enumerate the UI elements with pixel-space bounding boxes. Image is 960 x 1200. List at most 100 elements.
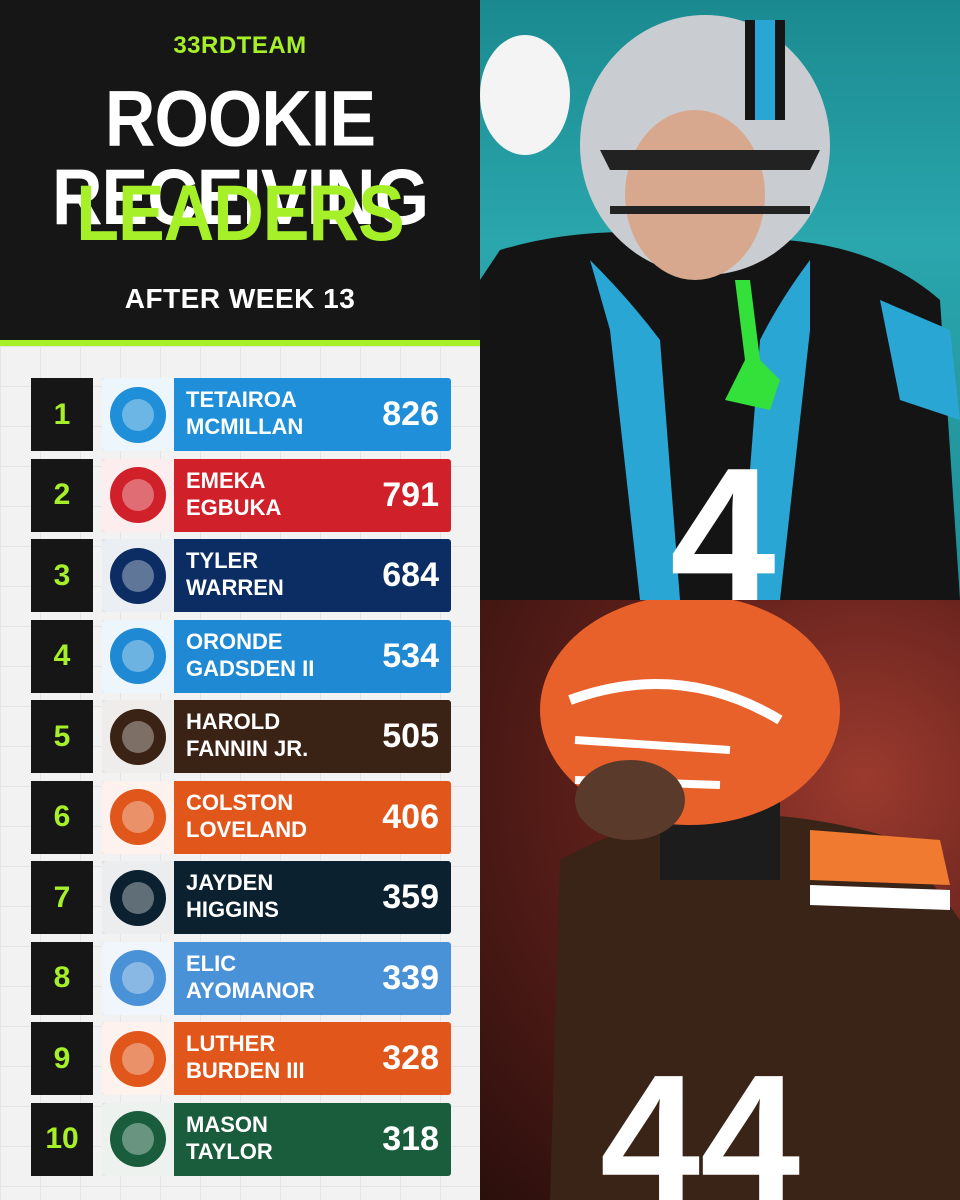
player-card: ORONDE GADSDEN II 534 <box>102 619 451 693</box>
receiving-yards: 359 <box>382 878 439 916</box>
player-card: LUTHER BURDEN III 328 <box>102 1022 451 1095</box>
player-first-name: MASON <box>186 1111 268 1137</box>
receiving-yards: 318 <box>382 1119 439 1158</box>
player-last-name: HIGGINS <box>186 897 279 922</box>
receiving-yards: 826 <box>382 395 439 433</box>
colts-logo-icon <box>102 539 174 612</box>
player-first-name: EMEKA <box>186 467 266 493</box>
player-last-name: AYOMANOR <box>186 977 315 1003</box>
player-last-name: BURDEN III <box>186 1058 305 1083</box>
player-card: ELIC AYOMANOR 339 <box>102 941 451 1015</box>
browns-logo-icon <box>102 700 174 773</box>
panthers-logo-icon <box>102 378 174 451</box>
player-last-name: MCMILLAN <box>186 414 304 439</box>
leader-row: 4 ORONDE GADSDEN II 534 <box>31 619 451 693</box>
bears-logo-icon <box>102 1022 174 1095</box>
accent-divider <box>0 340 480 347</box>
player-first-name: ELIC <box>186 950 237 976</box>
player-name: TETAIROA MCMILLAN <box>186 386 303 440</box>
player-name: MASON TAYLOR <box>186 1111 273 1165</box>
leader-row: 5 HAROLD FANNIN JR. 505 <box>31 700 451 773</box>
player-name: COLSTON LOVELAND <box>186 789 307 843</box>
rank-number: 5 <box>53 719 71 753</box>
player-first-name: TETAIROA <box>186 387 297 412</box>
rank-box: 2 <box>31 458 93 532</box>
player-first-name: TYLER <box>186 548 259 573</box>
player-name: JAYDEN HIGGINS <box>186 869 279 923</box>
rank-number: 8 <box>53 961 71 994</box>
player-name: EMEKA EGBUKA <box>186 467 281 521</box>
receiving-yards: 791 <box>382 475 439 514</box>
title-line-1: ROOKIE RECEIVING <box>51 75 429 241</box>
header: 33RDTEAM ROOKIE RECEIVING LEADERS AFTER … <box>0 0 480 346</box>
rank-number: 2 <box>53 478 71 511</box>
texans-logo-icon <box>102 861 174 934</box>
leader-row: 6 COLSTON LOVELAND 406 <box>31 780 451 854</box>
player-last-name: WARREN <box>186 575 284 600</box>
player-name: TYLER WARREN <box>186 547 284 601</box>
player-card: MASON TAYLOR 318 <box>102 1102 451 1176</box>
leader-row: 3 TYLER WARREN 684 <box>31 539 451 612</box>
player-last-name: EGBUKA <box>186 494 282 520</box>
player-card: JAYDEN HIGGINS 359 <box>102 861 451 934</box>
brand-logo-text: 33RDTEAM <box>173 32 307 59</box>
rank-box: 3 <box>31 539 93 612</box>
rank-number: 4 <box>53 639 71 672</box>
leader-row: 1 TETAIROA MCMILLAN 826 <box>31 378 451 451</box>
player-name: ORONDE GADSDEN II <box>186 628 314 682</box>
rank-box: 6 <box>31 780 93 854</box>
receiving-yards: 505 <box>382 717 439 755</box>
rank-number: 3 <box>53 558 71 592</box>
rank-box: 1 <box>31 378 93 451</box>
rank-number: 1 <box>53 397 71 431</box>
rank-box: 9 <box>31 1022 93 1095</box>
player-last-name: LOVELAND <box>186 816 307 842</box>
rank-box: 10 <box>31 1102 93 1176</box>
bears-logo-icon <box>102 780 174 854</box>
rank-number: 9 <box>53 1041 71 1075</box>
player-card: TETAIROA MCMILLAN 826 <box>102 378 451 451</box>
player-card: HAROLD FANNIN JR. 505 <box>102 700 451 773</box>
rank-number: 7 <box>53 880 71 914</box>
receiving-yards: 684 <box>382 556 439 594</box>
rank-box: 4 <box>31 619 93 693</box>
titans-logo-icon <box>102 941 174 1015</box>
browns-player-photo: 44 <box>540 600 960 1200</box>
player-first-name: LUTHER <box>186 1031 276 1056</box>
leader-row: 7 JAYDEN HIGGINS 359 <box>31 861 451 934</box>
player-first-name: JAYDEN <box>186 870 274 895</box>
player-name: HAROLD FANNIN JR. <box>186 708 308 762</box>
rank-box: 7 <box>31 861 93 934</box>
svg-text:44: 44 <box>600 1038 800 1200</box>
chargers-logo-icon <box>102 619 174 693</box>
player-first-name: HAROLD <box>186 709 281 734</box>
player-first-name: ORONDE <box>186 628 283 654</box>
player-first-name: COLSTON <box>186 789 294 815</box>
subtitle: AFTER WEEK 13 <box>124 283 356 314</box>
rank-box: 5 <box>31 700 93 773</box>
jets-logo-icon <box>102 1102 174 1176</box>
player-card: TYLER WARREN 684 <box>102 539 451 612</box>
player-name: LUTHER BURDEN III <box>186 1030 305 1084</box>
receiving-yards: 339 <box>382 958 439 997</box>
panthers-player-photo: 4 <box>480 15 960 600</box>
leader-row: 9 LUTHER BURDEN III 328 <box>31 1022 451 1095</box>
rank-number: 10 <box>45 1122 79 1155</box>
title-line-2: LEADERS <box>76 169 404 257</box>
buccaneers-logo-icon <box>102 458 174 532</box>
player-card: COLSTON LOVELAND 406 <box>102 780 451 854</box>
rank-number: 6 <box>53 800 71 833</box>
receiving-yards: 406 <box>382 797 439 836</box>
leader-row: 2 EMEKA EGBUKA 791 <box>31 458 451 532</box>
rank-box: 8 <box>31 941 93 1015</box>
player-last-name: FANNIN JR. <box>186 736 309 761</box>
player-photo-top: 4 <box>480 0 960 600</box>
player-last-name: TAYLOR <box>186 1138 273 1164</box>
receiving-yards: 328 <box>382 1039 439 1077</box>
receiving-yards: 534 <box>382 636 439 675</box>
svg-text:4: 4 <box>670 429 776 600</box>
leader-row: 10 MASON TAYLOR 318 <box>31 1102 451 1176</box>
player-last-name: GADSDEN II <box>186 655 315 681</box>
player-name: ELIC AYOMANOR <box>186 950 315 1004</box>
